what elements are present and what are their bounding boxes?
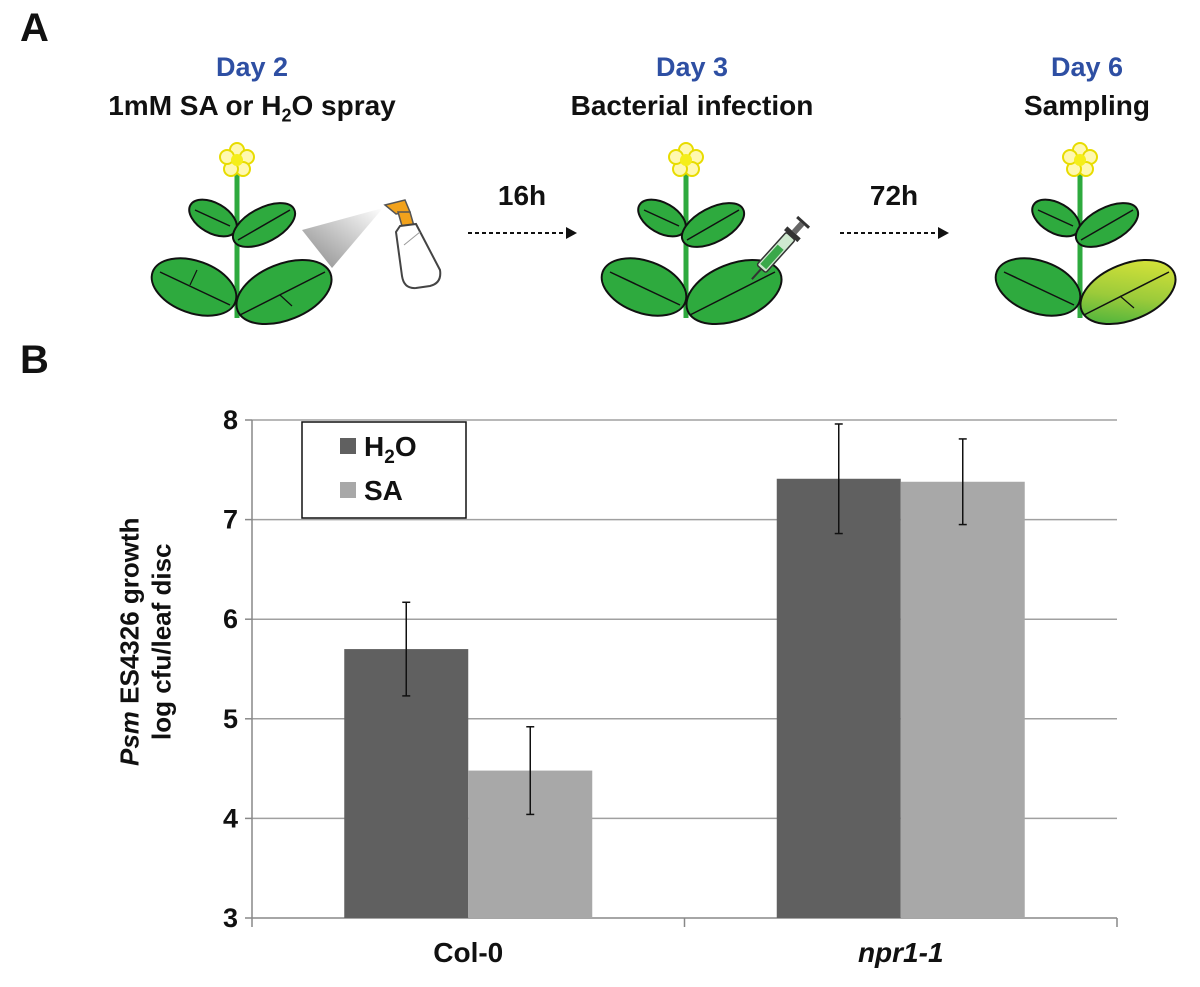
step1-action-sub: 2: [281, 105, 292, 126]
legend-box: [301, 421, 467, 519]
step1-day: Day 2: [215, 52, 289, 82]
panel-a-label: A: [20, 6, 49, 50]
arrow-16h: [468, 227, 577, 239]
spray-bottle-icon: [302, 199, 442, 290]
panel-b-label: B: [20, 338, 49, 382]
interval-72h: 72h: [869, 180, 919, 211]
bar-SA-npr1-1: [900, 481, 1025, 918]
legend: H2O SA: [301, 421, 467, 519]
y-tick-label: 6: [223, 604, 238, 634]
arrow-72h: [840, 227, 949, 239]
legend-swatch-H2O: [340, 438, 356, 454]
step3-action: Sampling: [1023, 90, 1150, 121]
panel-a-illustration: [150, 142, 1177, 326]
legend-label-SA: SA: [364, 475, 403, 506]
y-tick-label: 7: [223, 505, 238, 535]
step2-action: Bacterial infection: [570, 90, 814, 121]
step1-action-suffix: O spray: [291, 90, 396, 121]
y-tick-label: 8: [223, 405, 238, 435]
y-tick-label: 4: [223, 803, 238, 833]
category-label-npr1-1: npr1-1: [858, 937, 944, 968]
plant-1: [150, 142, 333, 326]
legend-swatch-SA: [340, 482, 356, 498]
y-tick-label: 3: [223, 903, 238, 933]
y-tick-label: 5: [223, 704, 238, 734]
interval-16h: 16h: [497, 180, 547, 211]
legend-label-H2O: H2O: [364, 431, 417, 468]
step1-action: 1mM SA or H2O spray: [70, 92, 434, 125]
step2-day: Day 3: [655, 52, 729, 82]
step1-action-prefix: 1mM SA or H: [108, 90, 282, 121]
bar-H2O-npr1-1: [776, 478, 901, 918]
step3-day: Day 6: [1050, 52, 1124, 82]
category-label-Col-0: Col-0: [433, 937, 503, 968]
syringe-icon: [751, 215, 811, 280]
plant-2: [600, 142, 783, 326]
plant-3: [994, 142, 1177, 326]
